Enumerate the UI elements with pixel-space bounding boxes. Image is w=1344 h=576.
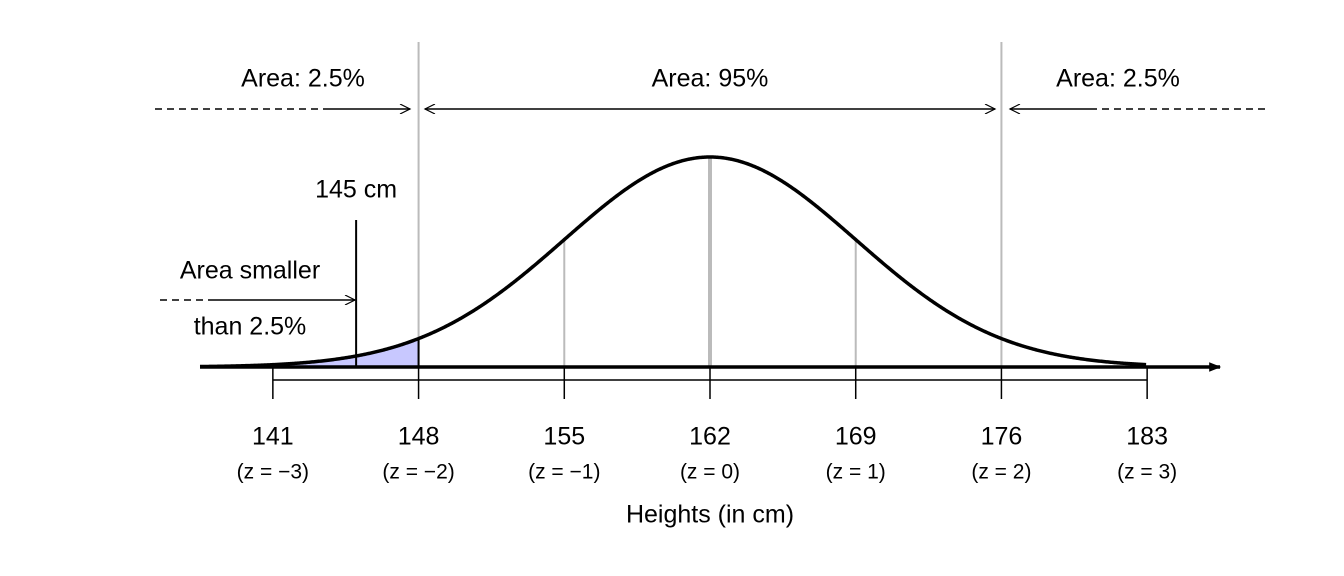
annotation-arrows	[155, 109, 1265, 300]
z-label: (z = 3)	[1117, 461, 1177, 484]
z-label: (z = −2)	[382, 461, 454, 484]
annotation: than 2.5%	[194, 313, 307, 341]
annotation: Area: 95%	[652, 65, 769, 93]
x-tick-label: 148	[398, 423, 440, 451]
density-curve	[199, 155, 1147, 369]
x-tick-label: 141	[252, 423, 294, 451]
x-tick-label: 169	[835, 423, 877, 451]
z-label: (z = −3)	[237, 461, 309, 484]
z-label: (z = 0)	[680, 461, 740, 484]
x-tick-label: 183	[1126, 423, 1168, 451]
shaded-area	[200, 338, 419, 367]
x-tick-label: 162	[689, 423, 731, 451]
z-label: (z = −1)	[528, 461, 600, 484]
annotation: Area smaller	[180, 257, 320, 285]
x-axis-label: Heights (in cm)	[626, 501, 794, 529]
annotation: Area: 2.5%	[1056, 65, 1180, 93]
x-tick-label: 176	[981, 423, 1023, 451]
z-label: (z = 2)	[971, 461, 1031, 484]
annotation: Area: 2.5%	[241, 65, 365, 93]
x-tick-label: 155	[543, 423, 585, 451]
z-label: (z = 1)	[826, 461, 886, 484]
marker-label: 145 cm	[315, 176, 397, 204]
